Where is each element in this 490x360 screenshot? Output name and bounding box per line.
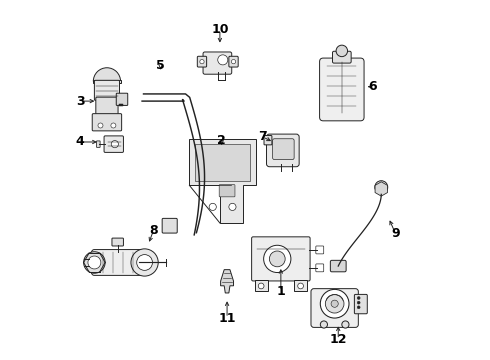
FancyBboxPatch shape [333,51,351,63]
Bar [122,104,123,106]
FancyBboxPatch shape [311,289,358,327]
Text: 7: 7 [259,130,268,144]
FancyBboxPatch shape [319,58,364,121]
FancyBboxPatch shape [252,237,310,281]
Polygon shape [190,139,256,223]
FancyBboxPatch shape [229,56,238,67]
Text: 2: 2 [218,134,226,147]
Circle shape [258,283,264,289]
Circle shape [357,306,360,309]
Text: 1: 1 [276,285,285,298]
Circle shape [218,55,228,65]
Circle shape [357,297,360,300]
Circle shape [111,123,116,128]
Circle shape [229,203,236,211]
Circle shape [357,301,360,304]
Circle shape [209,203,216,211]
FancyBboxPatch shape [112,238,123,246]
Text: 12: 12 [329,333,347,346]
Circle shape [111,140,119,148]
Circle shape [298,283,303,289]
Circle shape [320,289,349,318]
FancyBboxPatch shape [92,114,122,131]
FancyBboxPatch shape [95,80,120,100]
FancyBboxPatch shape [264,135,272,145]
Bar [93,80,121,83]
Text: 6: 6 [368,80,377,93]
FancyBboxPatch shape [219,185,235,197]
Circle shape [378,184,385,190]
Polygon shape [375,182,388,196]
Circle shape [131,249,158,276]
Circle shape [137,255,152,270]
FancyBboxPatch shape [330,260,346,272]
Circle shape [331,300,338,307]
Circle shape [325,294,344,313]
Text: 5: 5 [156,59,165,72]
Polygon shape [220,270,234,293]
FancyBboxPatch shape [92,249,144,275]
Bar [294,279,307,291]
Text: 4: 4 [75,135,84,148]
FancyBboxPatch shape [203,52,232,74]
Circle shape [270,251,285,267]
Text: 10: 10 [211,23,229,36]
FancyBboxPatch shape [97,141,100,147]
Text: 9: 9 [392,227,400,240]
Circle shape [264,245,291,273]
Polygon shape [195,144,250,181]
Circle shape [375,181,388,194]
FancyBboxPatch shape [162,219,177,233]
Circle shape [342,321,349,328]
Circle shape [98,123,103,128]
Circle shape [336,45,347,57]
Circle shape [200,59,204,64]
Bar [119,104,121,106]
Wedge shape [93,68,121,81]
Text: 3: 3 [76,95,84,108]
FancyBboxPatch shape [316,246,324,254]
Circle shape [88,256,101,269]
Text: 11: 11 [219,311,236,325]
Text: 8: 8 [149,224,158,237]
FancyBboxPatch shape [267,134,299,167]
FancyBboxPatch shape [104,136,123,152]
FancyBboxPatch shape [116,93,128,105]
Bar [255,279,268,291]
Circle shape [231,59,236,64]
FancyBboxPatch shape [197,56,207,67]
FancyBboxPatch shape [316,264,324,272]
FancyBboxPatch shape [96,97,118,117]
FancyBboxPatch shape [354,294,368,314]
Circle shape [320,321,327,328]
Circle shape [84,252,105,273]
FancyBboxPatch shape [272,139,294,159]
